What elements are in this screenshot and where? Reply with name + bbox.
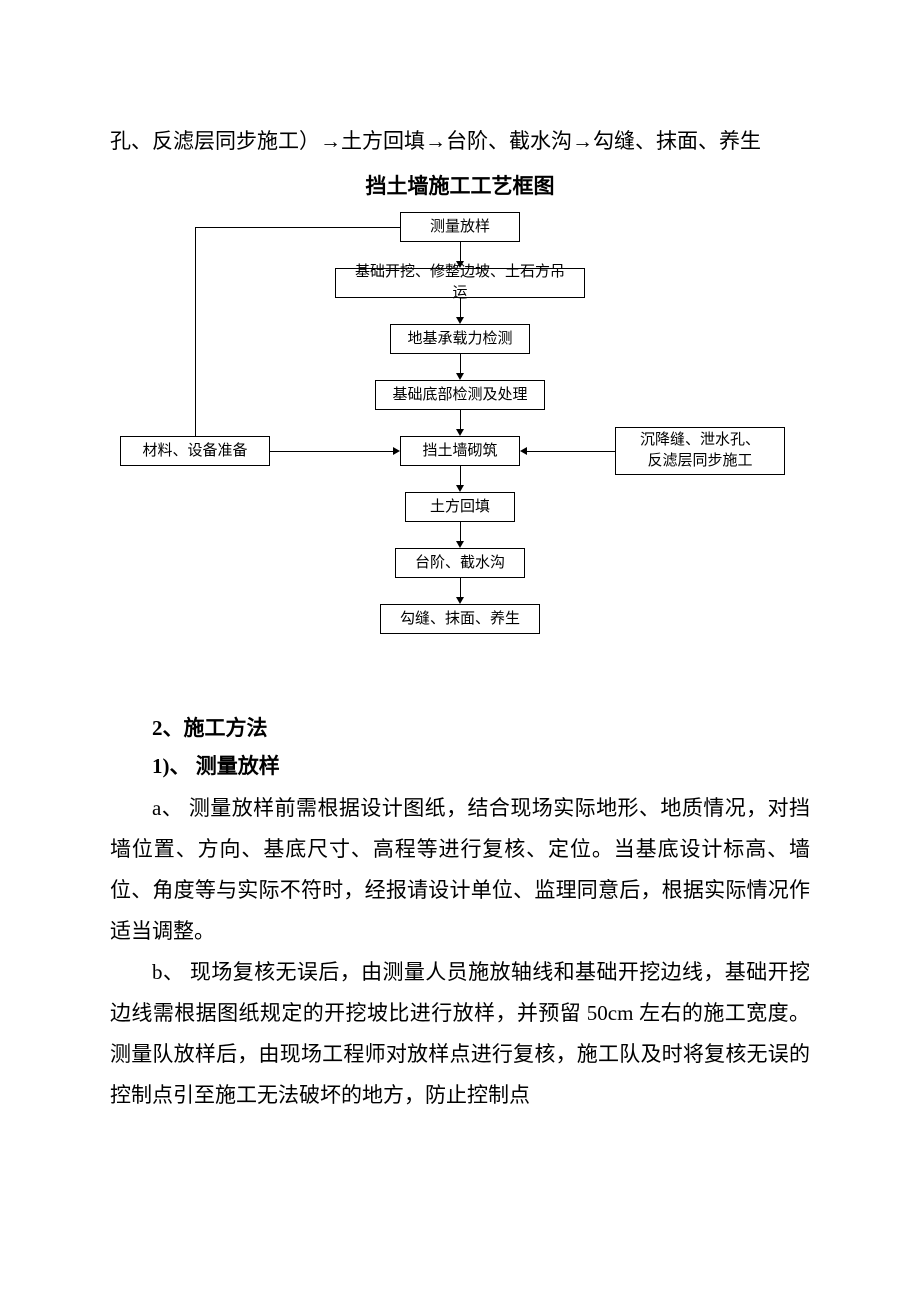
flow-node-n2: 基础开挖、修整边坡、土石方吊运 bbox=[335, 268, 585, 298]
arrow-icon bbox=[456, 261, 464, 268]
flow-edge bbox=[526, 451, 615, 452]
flow-node-n4: 基础底部检测及处理 bbox=[375, 380, 545, 410]
paragraph-b: b、 现场复核无误后，由测量人员施放轴线和基础开挖边线，基础开挖边线需根据图纸规… bbox=[110, 952, 810, 1116]
arrow-icon bbox=[456, 541, 464, 548]
flow-edge bbox=[460, 242, 461, 262]
flow-edge bbox=[460, 354, 461, 374]
flow-edge bbox=[195, 227, 196, 436]
arrow-icon bbox=[456, 485, 464, 492]
flow-edge bbox=[460, 466, 461, 486]
flow-edge bbox=[460, 410, 461, 430]
arrow-icon bbox=[456, 597, 464, 604]
flow-node-n1: 测量放样 bbox=[400, 212, 520, 242]
arrow-icon bbox=[456, 429, 464, 436]
flow-node-n6: 土方回填 bbox=[405, 492, 515, 522]
arrow-icon bbox=[456, 373, 464, 380]
flow-edge bbox=[270, 451, 394, 452]
flowchart-diagram: 测量放样 基础开挖、修整边坡、土石方吊运 地基承载力检测 基础底部检测及处理 挡… bbox=[110, 212, 810, 672]
flow-node-left: 材料、设备准备 bbox=[120, 436, 270, 466]
arrow-icon bbox=[393, 447, 400, 455]
flow-node-n7: 台阶、截水沟 bbox=[395, 548, 525, 578]
flowchart-title: 挡土墙施工工艺框图 bbox=[110, 170, 810, 200]
flow-edge bbox=[195, 227, 400, 228]
subheading-survey: 1)、 测量放样 bbox=[110, 750, 810, 780]
flow-node-n5: 挡土墙砌筑 bbox=[400, 436, 520, 466]
paragraph-a: a、 测量放样前需根据设计图纸，结合现场实际地形、地质情况，对挡墙位置、方向、基… bbox=[110, 788, 810, 952]
flow-node-right: 沉降缝、泄水孔、 反滤层同步施工 bbox=[615, 427, 785, 475]
flow-edge bbox=[460, 298, 461, 318]
arrow-icon bbox=[456, 317, 464, 324]
flow-edge bbox=[460, 578, 461, 598]
intro-continuation: 孔、反滤层同步施工）→土方回填→台阶、截水沟→勾缝、抹面、养生 bbox=[110, 120, 810, 162]
flow-node-n3: 地基承载力检测 bbox=[390, 324, 530, 354]
flow-edge bbox=[460, 522, 461, 542]
flow-node-n8: 勾缝、抹面、养生 bbox=[380, 604, 540, 634]
arrow-icon bbox=[520, 447, 527, 455]
heading-construction-method: 2、施工方法 bbox=[110, 712, 810, 742]
